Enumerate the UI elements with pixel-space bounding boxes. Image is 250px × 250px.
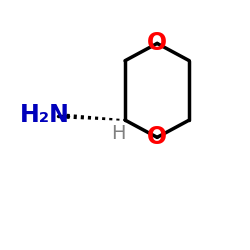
Text: O: O	[147, 125, 167, 149]
Text: O: O	[147, 32, 167, 56]
Text: H₂N: H₂N	[20, 103, 70, 127]
Text: H: H	[112, 124, 126, 143]
